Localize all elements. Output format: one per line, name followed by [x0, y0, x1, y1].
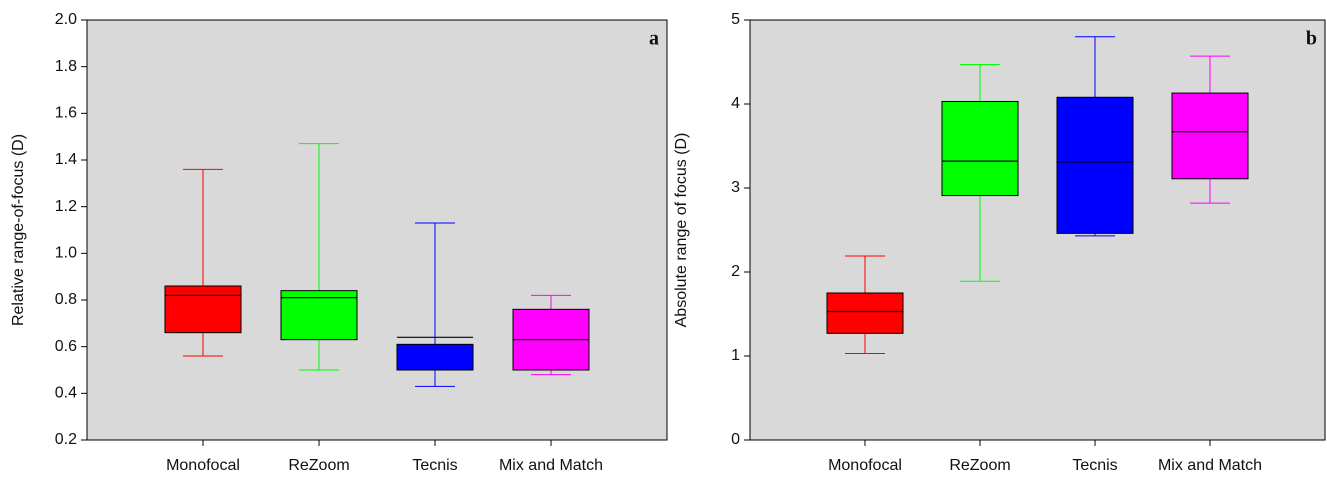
box	[826, 292, 904, 334]
y-tick-label: 4	[731, 95, 740, 112]
x-tick-label: ReZoom	[949, 457, 1010, 474]
y-tick-label: 0.8	[55, 291, 77, 308]
x-tick-label: Monofocal	[166, 457, 240, 474]
y-tick-label: 3	[731, 179, 740, 196]
panel-label: b	[1306, 28, 1317, 50]
box	[396, 343, 474, 371]
x-tick-label: Mix and Match	[1158, 457, 1262, 474]
y-axis-label: Relative range-of-focus (D)	[10, 134, 27, 326]
y-tick-label: 2	[731, 263, 740, 280]
x-tick-label: Tecnis	[1072, 457, 1117, 474]
y-tick-label: 1.0	[55, 245, 77, 262]
box	[1056, 96, 1134, 234]
box	[164, 285, 242, 334]
x-tick-label: Monofocal	[828, 457, 902, 474]
box	[941, 100, 1019, 197]
y-tick-label: 2.0	[55, 11, 77, 28]
y-tick-label: 1.4	[55, 151, 77, 168]
y-tick-label: 0.4	[55, 385, 77, 402]
x-tick-label: Tecnis	[412, 457, 457, 474]
y-tick-label: 0.2	[55, 431, 77, 448]
x-tick-label: ReZoom	[288, 457, 349, 474]
y-tick-label: 1.6	[55, 105, 77, 122]
y-axis-label: Absolute range of focus (D)	[673, 133, 690, 328]
box	[1171, 92, 1249, 180]
y-tick-label: 1	[731, 347, 740, 364]
y-tick-label: 0	[731, 431, 740, 448]
y-tick-label: 0.6	[55, 338, 77, 355]
x-tick-label: Mix and Match	[499, 457, 603, 474]
plot-area	[86, 19, 668, 441]
y-tick-label: 5	[731, 11, 740, 28]
y-tick-label: 1.2	[55, 198, 77, 215]
panel-label: a	[649, 28, 659, 50]
y-tick-label: 1.8	[55, 58, 77, 75]
box	[280, 290, 358, 341]
plot-area	[749, 19, 1326, 441]
